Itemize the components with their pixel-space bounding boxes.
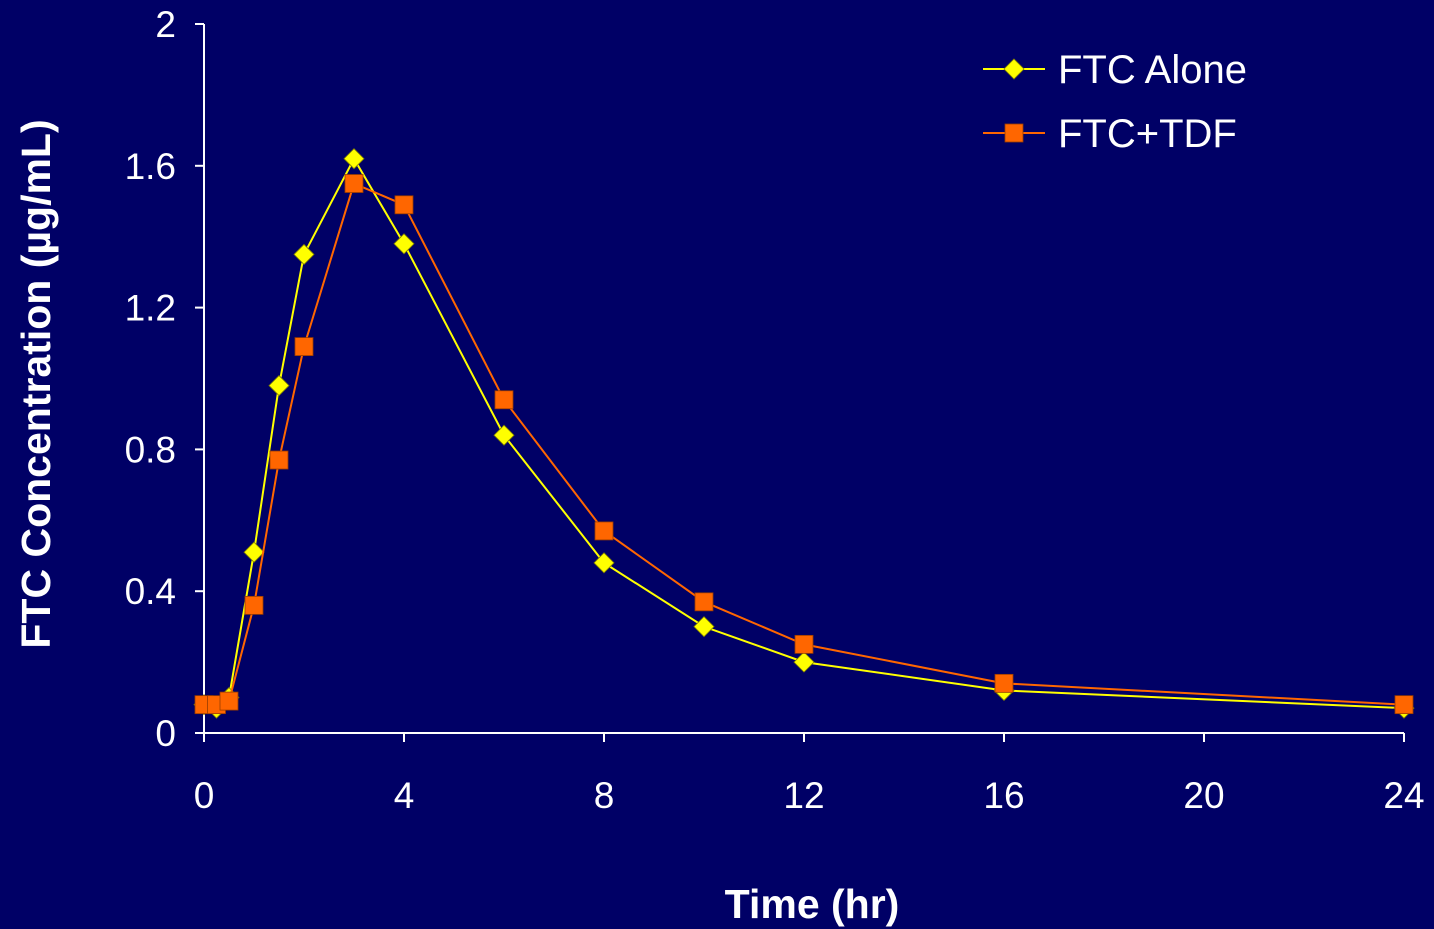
x-tick-label: 8 xyxy=(594,775,615,816)
y-tick-label: 0.8 xyxy=(125,429,176,470)
legend-marker-diamond-icon xyxy=(1003,58,1025,80)
data-point-diamond xyxy=(343,148,365,170)
series-line xyxy=(203,156,1405,710)
data-point-diamond xyxy=(493,424,515,446)
x-tick-label: 20 xyxy=(1183,775,1224,816)
x-tick-label: 12 xyxy=(783,775,824,816)
legend: FTC Alone FTC+TDF xyxy=(983,48,1247,156)
data-point-square xyxy=(1394,695,1414,715)
data-point-diamond xyxy=(268,375,290,397)
x-axis-title: Time (hr) xyxy=(725,881,900,927)
data-point-square xyxy=(794,634,814,654)
y-axis-title: FTC Concentration (µg/mL) xyxy=(13,119,59,648)
legend-label-ftc-alone: FTC Alone xyxy=(1058,48,1247,92)
data-point-square xyxy=(394,195,414,215)
y-tick-label: 0.4 xyxy=(125,571,176,612)
legend-label-ftc-tdf: FTC+TDF xyxy=(1058,112,1237,156)
x-tick-label: 0 xyxy=(194,775,215,816)
data-point-square xyxy=(269,450,289,470)
x-tick-label: 24 xyxy=(1383,775,1424,816)
x-tick-label: 4 xyxy=(394,775,415,816)
data-point-square xyxy=(219,691,239,711)
series-ftc-tdf xyxy=(194,174,1414,715)
x-tick-label: 16 xyxy=(983,775,1024,816)
legend-item-ftc-alone: FTC Alone xyxy=(983,48,1247,92)
data-point-square xyxy=(244,595,264,615)
data-point-square xyxy=(344,174,364,193)
data-point-square xyxy=(594,521,614,541)
y-tick-label: 1.6 xyxy=(125,146,176,187)
data-point-square xyxy=(694,592,714,612)
data-point-square xyxy=(994,673,1014,693)
y-tick-label: 0 xyxy=(155,713,176,754)
data-point-square xyxy=(494,390,514,410)
data-point-diamond xyxy=(393,233,415,255)
series-line xyxy=(204,182,1405,706)
data-point-diamond xyxy=(793,651,815,673)
legend-item-ftc-tdf: FTC+TDF xyxy=(983,112,1237,156)
y-tick-label: 2 xyxy=(155,4,176,45)
data-point-diamond xyxy=(243,541,265,563)
axes: 00.40.81.21.620 4 8 12 16 20 24 xyxy=(125,4,1425,816)
data-point-square xyxy=(294,337,314,356)
legend-marker-square-icon xyxy=(1004,123,1024,143)
data-point-diamond xyxy=(693,616,715,638)
series-layer xyxy=(193,148,1415,719)
y-tick-label: 1.2 xyxy=(125,288,176,329)
data-point-diamond xyxy=(593,552,615,574)
data-point-diamond xyxy=(293,243,315,265)
